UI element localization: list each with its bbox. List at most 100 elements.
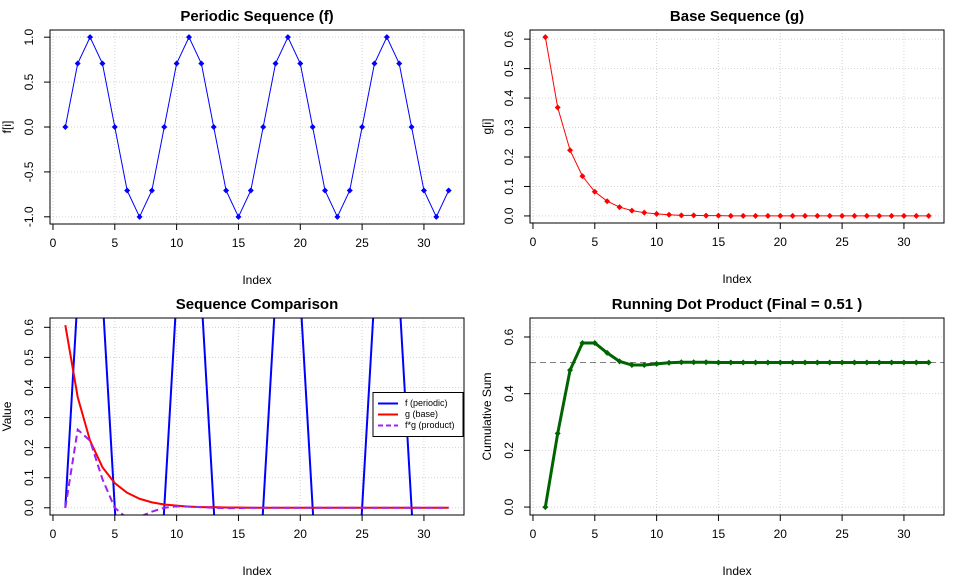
data-point [309,124,316,130]
data-point [396,60,403,67]
plot-frame [49,29,465,225]
data-point [802,359,809,366]
data-point [567,367,574,374]
data-point [727,212,734,219]
data-point [87,34,94,41]
data-point [814,359,821,366]
y-tick-label: 0.4 [502,385,516,402]
y-tick-label: 0.3 [502,119,516,136]
data-point [826,359,833,366]
data-point [148,187,155,194]
data-point [554,104,561,111]
y-tick-label: 1.0 [22,29,36,46]
x-tick-label: 5 [591,235,598,249]
data-point [591,188,598,195]
data-point [925,212,932,219]
y-tick-label: 0.6 [502,30,516,47]
x-tick-label: 10 [170,527,184,541]
plot-frame [49,317,465,516]
data-point [124,187,131,194]
data-point [567,147,574,154]
data-point [616,358,623,365]
data-point [653,360,660,367]
y-tick-label: 0.2 [502,148,516,165]
data-point [641,209,648,216]
plot-frame [529,317,945,516]
data-point [111,124,118,130]
data-point [198,60,205,67]
chart-title: Sequence Comparison [176,296,339,313]
x-tick-label: 20 [774,235,788,249]
data-point [99,60,106,67]
data-point [715,359,722,366]
data-point [764,359,771,366]
data-point [814,212,821,219]
data-point [876,359,883,366]
data-point [752,359,759,366]
y-tick-label: 0.3 [22,409,36,426]
data-point [653,210,660,217]
x-tick-label: 30 [417,527,431,541]
data-point [542,34,549,41]
y-tick-label: 0.6 [22,319,36,336]
y-tick-label: 0.2 [22,439,36,456]
x-tick-label: 20 [774,527,788,541]
data-point [579,339,586,346]
plot-area [542,34,932,219]
chart-title: Base Sequence (g) [670,8,804,25]
plot-area [64,318,449,515]
y-tick-label: 0.0 [502,498,516,515]
data-point [284,34,291,41]
data-point [777,359,784,366]
data-point [851,359,858,366]
data-point [210,124,217,130]
data-point [359,124,366,130]
data-point [223,187,230,194]
data-point [777,212,784,219]
x-tick-label: 0 [50,527,57,541]
x-tick-label: 15 [712,527,726,541]
data-point [665,359,672,366]
x-tick-label: 15 [232,236,246,250]
data-point [346,187,353,194]
x-tick-label: 25 [355,527,369,541]
x-tick-label: 25 [835,527,849,541]
data-point [888,212,895,219]
data-point [715,212,722,219]
y-tick-label: 0.5 [22,73,36,90]
y-tick-label: 0.5 [502,60,516,77]
x-tick-label: 15 [232,527,246,541]
x-tick-label: 30 [417,236,431,250]
x-tick-label: 5 [591,527,598,541]
data-point [74,60,81,67]
x-tick-label: 0 [530,235,537,249]
data-point [591,339,598,346]
y-tick-label: -1.0 [22,206,36,227]
data-point [703,212,710,219]
data-point [665,211,672,218]
x-tick-label: 20 [294,236,308,250]
data-point [839,212,846,219]
x-tick-label: 0 [50,236,57,250]
x-axis-label: Index [242,564,271,576]
series-line [64,427,449,515]
y-tick-label: 0.4 [502,89,516,106]
x-tick-label: 15 [712,235,726,249]
data-point [433,213,440,220]
x-tick-label: 25 [835,235,849,249]
y-tick-label: 0.6 [502,328,516,345]
x-axis-label: Index [242,273,271,287]
data-point [727,359,734,366]
data-point [297,60,304,67]
data-point [420,187,427,194]
y-tick-label: -0.5 [22,161,36,182]
data-point [789,359,796,366]
data-point [913,359,920,366]
y-tick-label: 0.1 [502,178,516,195]
data-point [185,34,192,41]
data-point [445,187,452,194]
data-point [888,359,895,366]
y-tick-label: 0.4 [22,379,36,396]
data-point [764,212,771,219]
data-point [740,212,747,219]
